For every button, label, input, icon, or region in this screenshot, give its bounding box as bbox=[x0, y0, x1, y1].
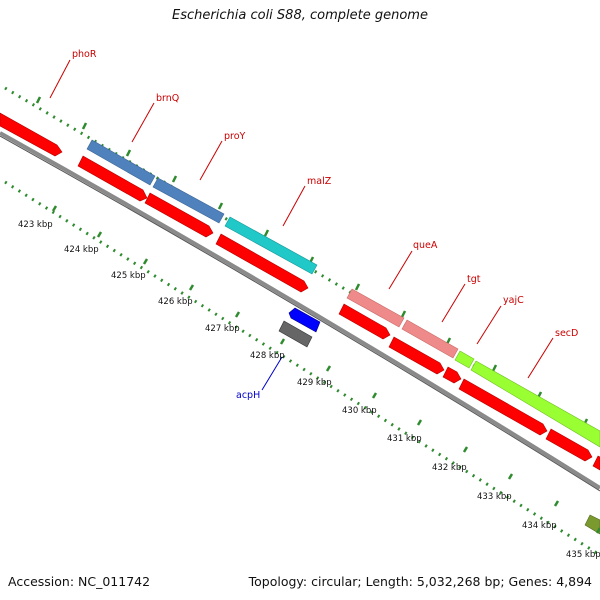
gene-label-queA: queA bbox=[413, 240, 438, 251]
cds-malZ[interactable] bbox=[215, 233, 309, 293]
backbone-shadow bbox=[0, 135, 600, 492]
backbone bbox=[0, 131, 600, 490]
accession-label: Accession: NC_011742 bbox=[8, 574, 151, 589]
feature-malZ-cog[interactable] bbox=[224, 216, 318, 275]
tick-label-435: 435 kbp bbox=[566, 550, 600, 560]
tick-label-430: 430 kbp bbox=[342, 406, 377, 416]
tick-label-429: 429 kbp bbox=[297, 378, 332, 388]
cds-phoR[interactable] bbox=[0, 112, 63, 157]
gene-label-tgt: tgt bbox=[467, 274, 481, 285]
label-leaders bbox=[49, 59, 554, 379]
gene-label-proY: proY bbox=[224, 131, 246, 142]
tick-label-434: 434 kbp bbox=[522, 521, 557, 531]
gene-label-acpH: acpH bbox=[236, 390, 260, 401]
tick-label-427: 427 kbp bbox=[205, 324, 240, 334]
feature-yajC-cog[interactable] bbox=[454, 350, 475, 369]
feature-acpH-cds[interactable] bbox=[278, 320, 313, 348]
tick-label-428: 428 kbp bbox=[250, 351, 285, 361]
gene-label-phoR: phoR bbox=[72, 49, 97, 60]
gene-label-yajC: yajC bbox=[503, 295, 524, 306]
outer-major-ticks bbox=[35, 96, 589, 426]
tick-label-423: 423 kbp bbox=[18, 220, 53, 230]
feature-acpH-rna[interactable] bbox=[288, 307, 321, 333]
tick-label-432: 432 kbp bbox=[432, 463, 467, 473]
label-leader-acpH bbox=[261, 356, 283, 391]
tick-label-433: 433 kbp bbox=[477, 492, 512, 502]
tick-label-424: 424 kbp bbox=[64, 245, 99, 255]
cds-brnQ-b[interactable] bbox=[144, 192, 214, 238]
cds-tgt[interactable] bbox=[388, 336, 445, 375]
cds-queA[interactable] bbox=[338, 303, 391, 340]
tick-label-431: 431 kbp bbox=[387, 434, 422, 444]
inner-major-ticks bbox=[51, 205, 600, 534]
tick-label-425: 425 kbp bbox=[111, 271, 146, 281]
cds-next[interactable] bbox=[592, 455, 600, 471]
cds-secD[interactable] bbox=[458, 378, 548, 436]
inner-tick-track bbox=[4, 180, 600, 557]
gene-label-brnQ: brnQ bbox=[156, 93, 179, 104]
cds-brnQ-a[interactable] bbox=[77, 155, 148, 202]
feature-brnQ-cog-a[interactable] bbox=[86, 139, 156, 186]
feature-secD-cog[interactable] bbox=[470, 360, 600, 448]
feature-tgt-cog[interactable] bbox=[401, 319, 459, 359]
feature-brnQ-cog-b[interactable] bbox=[152, 177, 225, 224]
gene-label-secD: secD bbox=[555, 328, 578, 339]
topology-label: Topology: circular; Length: 5,032,268 bp… bbox=[248, 574, 592, 589]
feature-queA-cog[interactable] bbox=[346, 288, 405, 328]
tick-label-426: 426 kbp bbox=[158, 297, 193, 307]
feature-olive[interactable] bbox=[584, 514, 600, 535]
gene-label-malZ: malZ bbox=[307, 176, 332, 187]
map-title: Escherichia coli S88, complete genome bbox=[172, 8, 428, 23]
cds-secF[interactable] bbox=[545, 428, 593, 462]
cds-yajC[interactable] bbox=[442, 366, 462, 384]
